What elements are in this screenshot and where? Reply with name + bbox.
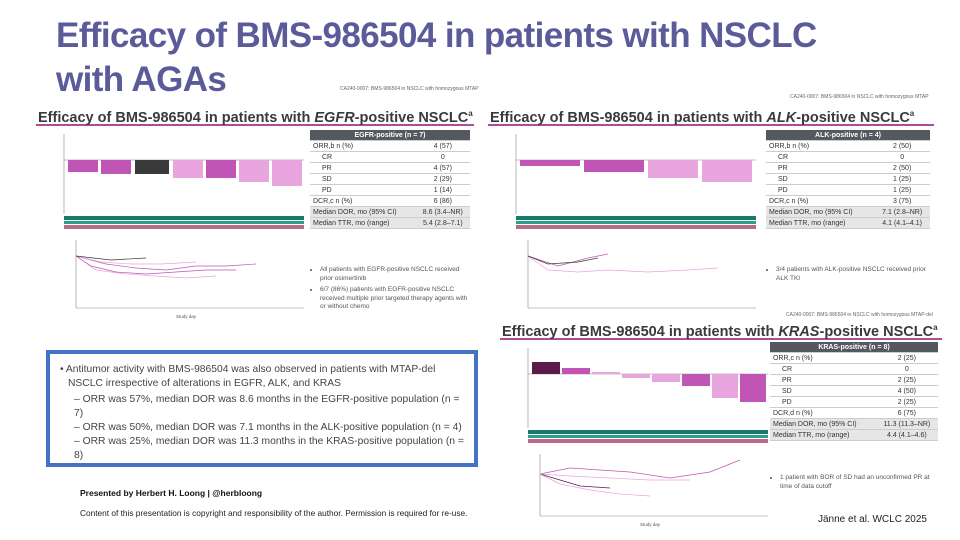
kras-bar bbox=[562, 368, 590, 374]
alk-spider-chart bbox=[527, 240, 756, 309]
egfr-bar bbox=[272, 160, 302, 186]
kras-waterfall-chart bbox=[527, 348, 768, 443]
egfr-bar bbox=[206, 160, 236, 178]
egfr-treatment-track bbox=[64, 225, 304, 229]
egfr-bar bbox=[239, 160, 269, 182]
kras-bar bbox=[652, 374, 680, 382]
alk-bullets: 3/4 patients with ALK-positive NSCLC rec… bbox=[768, 266, 928, 286]
kras-results-table: KRAS-positive (n = 8) ORR,c n (%) 2 (25) … bbox=[770, 342, 938, 441]
kras-treatment-track bbox=[528, 439, 768, 443]
summary-item: – ORR was 57%, median DOR was 8.6 months… bbox=[74, 394, 460, 419]
alk-bar bbox=[584, 160, 644, 172]
egfr-treatment-track bbox=[64, 221, 304, 224]
egfr-spider-line bbox=[75, 255, 147, 261]
kras-panel-title: Efficacy of BMS-986504 in patients with … bbox=[500, 318, 942, 340]
alk-bar bbox=[702, 160, 752, 182]
copyright-notice: Content of this presentation is copyrigh… bbox=[80, 508, 468, 518]
kras-spider-line bbox=[539, 459, 741, 479]
kras-spider-chart: Study day bbox=[539, 454, 768, 527]
egfr-spider-line bbox=[75, 255, 257, 271]
egfr-bar bbox=[135, 160, 169, 174]
egfr-bar bbox=[68, 160, 98, 172]
alk-treatment-track bbox=[516, 216, 756, 220]
alk-table-header: ALK-positive (n = 4) bbox=[766, 130, 930, 141]
alk-bar bbox=[648, 160, 698, 178]
kras-spider-line bbox=[539, 473, 611, 489]
summary-main-bullet: • Antitumor activity with BMS-986504 was… bbox=[60, 364, 436, 389]
egfr-table-header: EGFR-positive (n = 7) bbox=[310, 130, 470, 141]
egfr-spider-chart: Study day bbox=[75, 240, 304, 319]
egfr-bar bbox=[173, 160, 203, 178]
alk-bar bbox=[520, 160, 580, 166]
kras-treatment-track bbox=[528, 430, 768, 434]
kras-bar bbox=[740, 374, 766, 402]
alk-panel: Efficacy of BMS-986504 in patients with … bbox=[488, 104, 934, 326]
alk-treatment-track bbox=[516, 221, 756, 224]
egfr-spider-line bbox=[75, 255, 217, 279]
summary-content: • Antitumor activity with BMS-986504 was… bbox=[50, 354, 474, 463]
summary-item: – ORR was 25%, median DOR was 11.3 month… bbox=[74, 436, 464, 461]
alk-treatment-track bbox=[516, 225, 756, 229]
egfr-waterfall-chart bbox=[63, 134, 304, 229]
summary-item: – ORR was 50%, median DOR was 7.1 months… bbox=[74, 422, 462, 433]
kras-spider-line bbox=[539, 473, 690, 481]
slide-title: Efficacy of BMS-986504 in patients with … bbox=[56, 16, 817, 99]
egfr-bullets: All patients with EGFR-positive NSCLC re… bbox=[312, 266, 470, 315]
alk-results-table: ALK-positive (n = 4) ORR,b n (%) 2 (50) C… bbox=[766, 130, 930, 229]
alk-waterfall-chart bbox=[515, 134, 756, 229]
summary-box: • Antitumor activity with BMS-986504 was… bbox=[46, 350, 478, 467]
kras-caption: CA240-0007: BMS-986504 in NSCLC with hom… bbox=[786, 312, 933, 318]
citation: Jänne et al. WCLC 2025 bbox=[818, 514, 927, 525]
kras-bar bbox=[712, 374, 738, 398]
egfr-treatment-track bbox=[64, 216, 304, 220]
egfr-spider-line bbox=[75, 255, 236, 275]
kras-bar bbox=[532, 362, 560, 374]
kras-table-header: KRAS-positive (n = 8) bbox=[770, 342, 938, 353]
kras-treatment-track bbox=[528, 435, 768, 438]
alk-caption: CA240-0007: BMS-986504 in NSCLC with hom… bbox=[790, 94, 929, 100]
egfr-caption: CA240-0007: BMS-986504 in NSCLC with hom… bbox=[340, 86, 479, 92]
presenter-credit: Presented by Herbert H. Loong | @herbloo… bbox=[80, 488, 263, 498]
kras-bullets: 1 patient with BOR of SD had an unconfir… bbox=[772, 474, 932, 494]
egfr-bar bbox=[101, 160, 131, 174]
kras-bar bbox=[622, 374, 650, 378]
kras-spider-xlabel: Study day bbox=[640, 522, 661, 527]
egfr-spider-xlabel: Study day bbox=[176, 314, 197, 319]
egfr-results-table: EGFR-positive (n = 7) ORR,b n (%) 4 (57) … bbox=[310, 130, 470, 229]
egfr-spider-line bbox=[75, 255, 197, 265]
kras-panel: Efficacy of BMS-986504 in patients with … bbox=[500, 318, 942, 534]
alk-spider-line bbox=[527, 255, 599, 265]
egfr-panel: Efficacy of BMS-986504 in patients with … bbox=[36, 104, 474, 326]
alk-panel-title: Efficacy of BMS-986504 in patients with … bbox=[488, 104, 934, 126]
kras-bar bbox=[682, 374, 710, 386]
egfr-panel-title: Efficacy of BMS-986504 in patients with … bbox=[36, 104, 474, 126]
kras-spider-line bbox=[539, 473, 651, 497]
kras-bar bbox=[592, 372, 620, 374]
alk-spider-line bbox=[527, 255, 719, 273]
